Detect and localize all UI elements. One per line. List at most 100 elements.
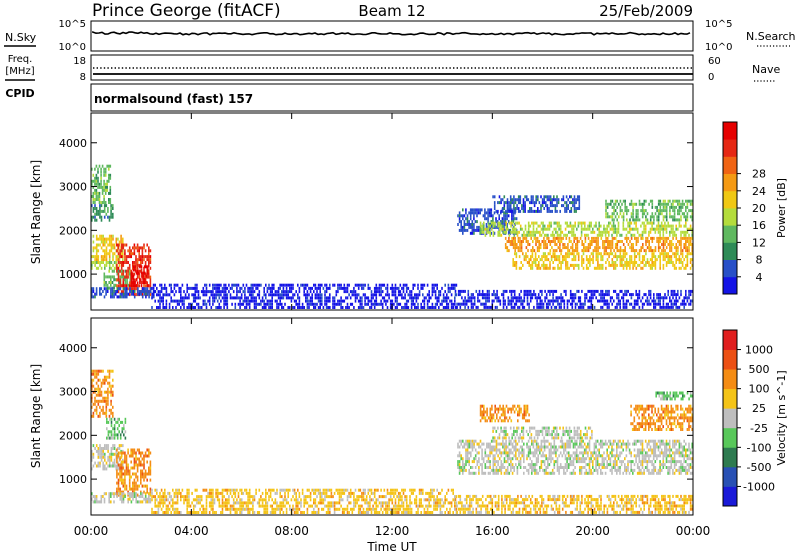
scatter-cell — [224, 488, 227, 492]
scatter-cell — [577, 299, 580, 303]
scatter-cell — [511, 230, 514, 234]
scatter-cell — [221, 491, 224, 495]
scatter-cell — [531, 261, 534, 264]
scatter-cell — [664, 209, 666, 213]
scatter-cell — [685, 209, 687, 213]
scatter-cell — [327, 488, 329, 492]
scatter-cell — [138, 457, 140, 461]
scatter-cell — [667, 289, 669, 293]
scatter-cell — [667, 293, 669, 297]
scatter-cell — [559, 240, 561, 243]
scatter-cell — [519, 209, 522, 213]
scatter-cell — [632, 243, 634, 246]
scatter-cell — [533, 204, 536, 208]
scatter-cell — [94, 261, 96, 264]
scatter-cell — [473, 217, 475, 221]
scatter-cell — [263, 299, 265, 303]
scatter-cell — [576, 236, 579, 240]
scatter-cell — [672, 252, 674, 256]
scatter-cell — [464, 299, 466, 303]
scatter-cell — [633, 302, 636, 306]
scatter-cell — [657, 255, 660, 259]
scatter-cell — [204, 302, 206, 306]
scatter-cell — [624, 261, 626, 264]
scatter-cell — [108, 286, 110, 290]
scatter-cell — [124, 284, 126, 288]
scatter-cell — [100, 170, 102, 174]
scatter-cell — [128, 284, 131, 288]
scatter-cell — [412, 286, 414, 290]
scatter-cell — [292, 293, 294, 297]
scatter-cell — [608, 305, 610, 309]
scatter-cell — [132, 268, 135, 272]
scatter-cell — [253, 511, 256, 514]
scatter-cell — [552, 252, 554, 256]
scatter-cell — [151, 286, 153, 290]
scatter-cell — [276, 290, 278, 294]
scatter-cell — [110, 452, 113, 456]
scatter-cell — [651, 224, 653, 228]
scatter-cell — [159, 501, 161, 505]
scatter-cell — [479, 230, 482, 234]
scatter-cell — [661, 212, 663, 216]
scatter-cell — [108, 263, 111, 267]
scatter-cell — [600, 252, 602, 256]
power-ylabel: Slant Range [km] — [29, 160, 43, 264]
scatter-cell — [105, 240, 108, 244]
scatter-cell — [152, 283, 155, 287]
scatter-cell — [212, 504, 214, 508]
scatter-cell — [560, 236, 563, 240]
scatter-cell — [297, 283, 299, 287]
scatter-cell — [630, 212, 633, 216]
scatter-cell — [688, 246, 690, 250]
scatter-cell — [654, 305, 657, 309]
scatter-cell — [654, 299, 657, 303]
scatter-cell — [629, 266, 631, 270]
scatter-cell — [549, 198, 552, 202]
scatter-cell — [212, 286, 214, 290]
scatter-cell — [99, 414, 101, 418]
scatter-cell — [271, 283, 273, 287]
scatter-cell — [196, 296, 198, 300]
scatter-cell — [657, 209, 660, 213]
scatter-cell — [94, 495, 96, 498]
scatter-cell — [149, 472, 152, 476]
scatter-cell — [576, 243, 579, 246]
scatter-cell — [670, 249, 673, 253]
scatter-cell — [208, 488, 211, 492]
scatter-cell — [175, 283, 177, 287]
scatter-cell — [594, 246, 596, 250]
scatter-cell — [512, 305, 514, 309]
scatter-cell — [614, 246, 617, 250]
scatter-cell — [95, 258, 98, 262]
scatter-cell — [102, 461, 104, 465]
scatter-cell — [653, 255, 655, 259]
scatter-cell — [444, 296, 446, 300]
scatter-cell — [632, 209, 634, 213]
scatter-cell — [327, 495, 329, 499]
scatter-cell — [677, 258, 679, 262]
scatter-cell — [394, 286, 397, 290]
scatter-cell — [110, 464, 113, 468]
scatter-cell — [401, 293, 403, 297]
scatter-cell — [577, 305, 580, 309]
scatter-cell — [314, 504, 317, 508]
scatter-cell — [567, 207, 569, 210]
scatter-cell — [465, 208, 467, 212]
scatter-cell — [229, 293, 232, 297]
scatter-cell — [242, 302, 245, 306]
scatter-cell — [578, 201, 581, 205]
scatter-cell — [229, 491, 232, 495]
scatter-cell — [569, 302, 572, 306]
scatter-cell — [146, 290, 149, 293]
scatter-cell — [611, 233, 613, 237]
scatter-cell — [469, 217, 472, 221]
scatter-cell — [122, 272, 125, 276]
scatter-cell — [351, 290, 354, 294]
scatter-cell — [686, 255, 689, 259]
scatter-cell — [242, 507, 245, 511]
scatter-cell — [232, 290, 235, 294]
scatter-cell — [141, 500, 144, 504]
scatter-cell — [541, 305, 543, 309]
scatter-cell — [164, 286, 166, 290]
